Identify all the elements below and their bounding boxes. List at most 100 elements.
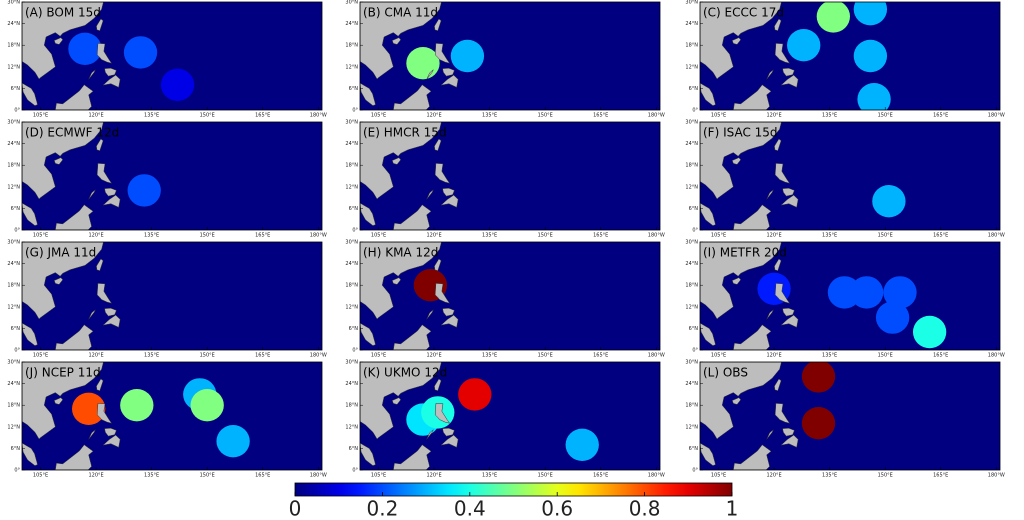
panel-title: (I) METFR 20d xyxy=(703,246,787,260)
lat-tick-label: 0° xyxy=(14,228,20,234)
lat-tick-label: 30°N xyxy=(685,360,698,366)
map-content xyxy=(360,2,485,110)
lat-tick-label: 12°N xyxy=(685,184,698,190)
panel-title: (J) NCEP 11d xyxy=(25,366,101,380)
land xyxy=(780,314,799,328)
lat-tick-label: 12°N xyxy=(7,304,20,310)
land xyxy=(391,277,402,285)
land xyxy=(782,427,795,437)
colorbar xyxy=(294,482,733,497)
lon-tick-label: 180°W xyxy=(310,233,327,239)
lon-tick-label: 105°E xyxy=(711,473,726,479)
land xyxy=(104,67,117,77)
lat-tick-label: 0° xyxy=(352,348,358,354)
lon-tick-label: 135°E xyxy=(144,233,159,239)
land xyxy=(700,82,716,106)
land xyxy=(434,138,442,152)
panel-frame xyxy=(699,241,1001,351)
map-content xyxy=(360,122,459,230)
land xyxy=(104,427,117,437)
land xyxy=(102,434,121,448)
lat-tick-label: 24°N xyxy=(685,21,698,27)
lon-tick-label: 165°E xyxy=(255,113,270,119)
lat-tick-label: 24°N xyxy=(685,381,698,387)
land xyxy=(88,309,96,320)
land xyxy=(22,122,104,200)
land xyxy=(434,163,451,184)
land xyxy=(700,242,782,320)
lat-tick-label: 24°N xyxy=(7,21,20,27)
lon-tick-label: 165°E xyxy=(933,233,948,239)
panel-title: (B) CMA 11d xyxy=(363,6,438,20)
lat-tick-label: 6°N xyxy=(349,206,359,212)
probability-blob xyxy=(801,362,836,393)
land xyxy=(55,444,94,470)
land xyxy=(782,67,795,77)
land xyxy=(393,324,432,350)
lon-tick-label: 150°E xyxy=(200,113,215,119)
lon-tick-label: 120°E xyxy=(426,113,441,119)
panel-frame xyxy=(699,121,1001,231)
lat-tick-label: 24°N xyxy=(685,141,698,147)
panel-frame xyxy=(359,1,661,111)
lat-tick-label: 24°N xyxy=(345,261,358,267)
lat-tick-label: 30°N xyxy=(685,0,698,6)
lon-tick-label: 165°E xyxy=(933,353,948,359)
map-panel: 0° 6°N 12°N 18°N 24°N 30°N 105°E 120°E 135°E 150°… xyxy=(7,120,326,239)
land xyxy=(731,397,742,405)
land xyxy=(391,37,402,45)
lon-tick-label: 105°E xyxy=(33,113,48,119)
map-panel: 0° 6°N 12°N 18°N 24°N 30°N 105°E 120°E 135°E 150°… xyxy=(685,240,1004,359)
lon-tick-label: 135°E xyxy=(482,473,497,479)
land xyxy=(88,429,96,440)
land xyxy=(391,157,402,165)
panel-frame xyxy=(359,121,661,231)
lat-tick-label: 6°N xyxy=(11,206,21,212)
map-content xyxy=(22,122,161,230)
land xyxy=(360,82,376,106)
lon-tick-label: 135°E xyxy=(144,353,159,359)
land xyxy=(393,84,432,110)
land xyxy=(442,307,455,317)
lat-tick-label: 24°N xyxy=(7,141,20,147)
lon-tick-label: 120°E xyxy=(766,113,781,119)
probability-blob xyxy=(406,47,440,80)
lat-tick-label: 30°N xyxy=(7,0,20,6)
lat-tick-label: 12°N xyxy=(345,424,358,430)
lat-tick-label: 24°N xyxy=(345,381,358,387)
lat-tick-label: 12°N xyxy=(7,424,20,430)
colorbar-tick-label: 0 xyxy=(289,497,302,520)
probability-blob xyxy=(68,32,102,65)
lon-tick-label: 150°E xyxy=(878,233,893,239)
lon-tick-label: 180°W xyxy=(988,473,1005,479)
colorbar-tick-label: 1 xyxy=(726,497,739,520)
map-panel: 0° 6°N 12°N 18°N 24°N 30°N 105°E 120°E 135°E 150°… xyxy=(345,120,664,239)
panel-title: (C) ECCC 17d xyxy=(703,6,784,20)
land xyxy=(360,202,376,226)
lat-tick-label: 12°N xyxy=(7,184,20,190)
lat-tick-label: 0° xyxy=(14,348,20,354)
lat-tick-label: 0° xyxy=(692,348,698,354)
lon-tick-label: 180°W xyxy=(648,113,665,119)
lat-tick-label: 0° xyxy=(352,468,358,474)
land xyxy=(700,322,716,346)
lon-tick-label: 120°E xyxy=(426,473,441,479)
probability-blob xyxy=(458,378,492,411)
lat-tick-label: 6°N xyxy=(689,206,699,212)
map-content xyxy=(22,362,250,470)
land xyxy=(426,189,434,200)
land xyxy=(700,2,782,80)
lon-tick-label: 165°E xyxy=(255,233,270,239)
lon-tick-label: 120°E xyxy=(766,473,781,479)
lat-tick-label: 24°N xyxy=(345,21,358,27)
land xyxy=(774,378,782,392)
lat-tick-label: 18°N xyxy=(345,283,358,289)
map-content xyxy=(22,242,121,350)
map-panel: 0° 6°N 12°N 18°N 24°N 30°N 105°E 120°E 135°E 150°… xyxy=(345,240,664,359)
lat-tick-label: 0° xyxy=(692,468,698,474)
land xyxy=(774,163,791,184)
panel-title: (E) HMCR 15d xyxy=(363,126,447,140)
land xyxy=(774,283,791,304)
panel-title: (F) ISAC 15d xyxy=(703,126,778,140)
lon-tick-label: 120°E xyxy=(88,113,103,119)
